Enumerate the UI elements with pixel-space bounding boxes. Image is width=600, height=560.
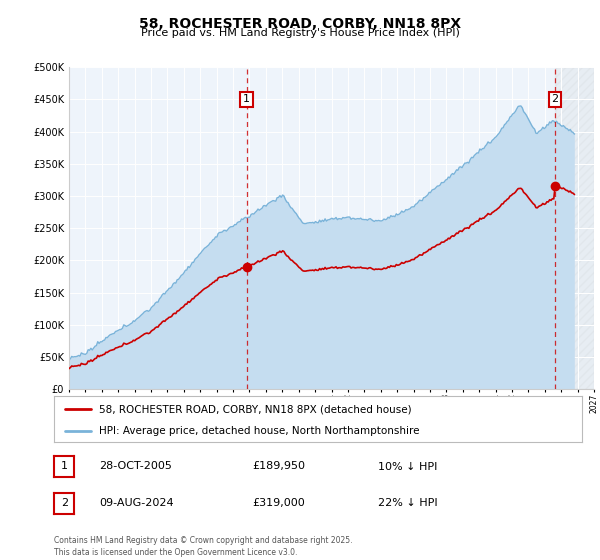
Text: 22% ↓ HPI: 22% ↓ HPI bbox=[378, 498, 437, 508]
Text: 58, ROCHESTER ROAD, CORBY, NN18 8PX: 58, ROCHESTER ROAD, CORBY, NN18 8PX bbox=[139, 17, 461, 31]
Text: 2: 2 bbox=[61, 498, 68, 508]
Text: £319,000: £319,000 bbox=[252, 498, 305, 508]
Text: HPI: Average price, detached house, North Northamptonshire: HPI: Average price, detached house, Nort… bbox=[99, 426, 419, 436]
Text: £189,950: £189,950 bbox=[252, 461, 305, 472]
Text: 28-OCT-2005: 28-OCT-2005 bbox=[99, 461, 172, 472]
Text: Price paid vs. HM Land Registry's House Price Index (HPI): Price paid vs. HM Land Registry's House … bbox=[140, 28, 460, 38]
Text: 1: 1 bbox=[243, 95, 250, 104]
Text: 58, ROCHESTER ROAD, CORBY, NN18 8PX (detached house): 58, ROCHESTER ROAD, CORBY, NN18 8PX (det… bbox=[99, 404, 412, 414]
Text: 10% ↓ HPI: 10% ↓ HPI bbox=[378, 461, 437, 472]
Text: 2: 2 bbox=[551, 95, 559, 104]
Text: Contains HM Land Registry data © Crown copyright and database right 2025.
This d: Contains HM Land Registry data © Crown c… bbox=[54, 536, 353, 557]
Text: 1: 1 bbox=[61, 461, 68, 472]
Text: 09-AUG-2024: 09-AUG-2024 bbox=[99, 498, 173, 508]
Bar bbox=[555, 67, 594, 389]
